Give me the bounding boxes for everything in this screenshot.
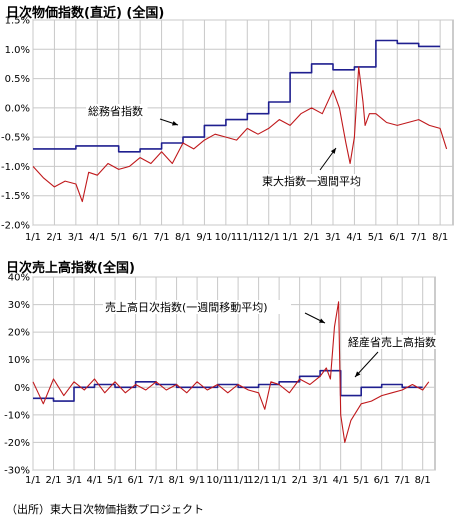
- x-tick-label: 2/1: [45, 475, 61, 486]
- y-tick-label: 40%: [8, 273, 30, 284]
- y-tick-label: -1.5%: [1, 191, 30, 202]
- x-tick-label: 1/1: [25, 475, 41, 486]
- x-tick-label: 6/1: [132, 232, 148, 243]
- annotation-arrowhead: [330, 148, 336, 154]
- y-tick-label: -30%: [4, 466, 30, 477]
- y-tick-label: 1.5%: [5, 16, 30, 27]
- x-tick-label: 5/1: [353, 475, 369, 486]
- x-tick-label: 12/1: [257, 232, 279, 243]
- x-tick-label: 4/1: [333, 475, 349, 486]
- y-tick-label: -1.0%: [1, 162, 30, 173]
- annotation-arrowhead: [355, 371, 361, 377]
- y-tick-label: 0.0%: [5, 103, 30, 114]
- x-tick-label: 11/1: [236, 232, 258, 243]
- y-tick-label: -20%: [4, 438, 30, 449]
- x-tick-label: 8/1: [169, 475, 185, 486]
- annotation-bg: [260, 174, 368, 188]
- x-tick-label: 3/1: [325, 232, 341, 243]
- y-tick-label: -0.5%: [1, 133, 30, 144]
- series-line: [32, 66, 448, 203]
- y-tick-label: 1.0%: [5, 45, 30, 56]
- x-tick-label: 6/1: [128, 475, 144, 486]
- x-tick-label: 11/1: [227, 475, 249, 486]
- x-tick-label: 1/1: [25, 232, 41, 243]
- x-tick-label: 3/1: [312, 475, 328, 486]
- sales-index-chart: 1/1 2/1 3/1 4/1 5/1 6/1 7/1 8/1 9/1 10/111/112/1 1…: [4, 273, 442, 486]
- x-tick-label: 4/1: [89, 232, 105, 243]
- price-index-chart: 1/1 2/1 3/1 4/1 5/1 6/1 7/1 8/1 9/1 10/111/112/1 1…: [1, 16, 454, 243]
- chart-title-price-index: 日次物価指数(直近) (全国): [6, 6, 165, 21]
- x-tick-label: 3/1: [68, 232, 84, 243]
- annotation-label: 東大指数一週間平均: [262, 174, 361, 188]
- x-tick-label: 5/1: [368, 232, 384, 243]
- series-line: [33, 39, 441, 153]
- annotation-bg: [86, 104, 148, 118]
- x-tick-label: 7/1: [154, 232, 170, 243]
- x-tick-label: 1/1: [282, 232, 298, 243]
- annotation-arrow: [354, 351, 379, 378]
- x-tick-label: 3/1: [66, 475, 82, 486]
- y-tick-label: 0%: [14, 383, 30, 394]
- x-tick-label: 8/1: [432, 232, 448, 243]
- source-note: （出所）東大日次物価指数プロジェクト: [6, 503, 204, 516]
- y-tick-label: 30%: [8, 300, 30, 311]
- x-tick-label: 8/1: [175, 232, 191, 243]
- annotation-arrowhead: [172, 121, 178, 126]
- x-tick-label: 12/1: [247, 475, 269, 486]
- y-tick-label: 0.5%: [5, 74, 30, 85]
- x-tick-label: 6/1: [374, 475, 390, 486]
- x-tick-label: 4/1: [86, 475, 102, 486]
- x-tick-label: 8/1: [415, 475, 431, 486]
- x-tick-label: 1/1: [271, 475, 287, 486]
- x-tick-label: 10/1: [206, 475, 228, 486]
- x-tick-label: 5/1: [111, 232, 127, 243]
- x-tick-label: 4/1: [346, 232, 362, 243]
- x-tick-label: 6/1: [389, 232, 405, 243]
- x-tick-label: 9/1: [189, 475, 205, 486]
- x-tick-label: 7/1: [394, 475, 410, 486]
- y-tick-label: 10%: [8, 355, 30, 366]
- annotation-label: 売上高日次指数(一週間移動平均): [105, 300, 268, 314]
- x-tick-label: 5/1: [107, 475, 123, 486]
- chart-title-sales-index: 日次売上高指数(全国): [6, 261, 135, 276]
- x-tick-label: 10/1: [215, 232, 237, 243]
- annotation-arrowhead: [319, 318, 325, 323]
- x-tick-label: 7/1: [148, 475, 164, 486]
- y-tick-label: -2.0%: [1, 221, 30, 232]
- x-tick-label: 2/1: [292, 475, 308, 486]
- annotation-bg: [103, 300, 291, 314]
- x-tick-label: 9/1: [196, 232, 212, 243]
- x-tick-label: 2/1: [304, 232, 320, 243]
- annotation-label: 経産省売上高指数: [348, 335, 436, 349]
- annotation-bg: [346, 335, 442, 349]
- x-tick-label: 7/1: [411, 232, 427, 243]
- plot-frame: [32, 19, 454, 226]
- annotation-label: 総務省指数: [88, 104, 143, 118]
- y-tick-label: 20%: [8, 328, 30, 339]
- y-tick-label: -10%: [4, 410, 30, 421]
- x-tick-label: 2/1: [46, 232, 62, 243]
